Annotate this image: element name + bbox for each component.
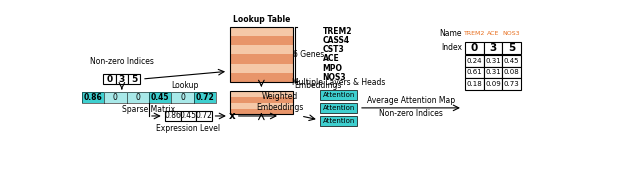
Text: 5: 5: [508, 43, 515, 53]
Bar: [320, 103, 358, 113]
Bar: [116, 74, 128, 84]
Text: 0: 0: [113, 93, 118, 102]
Text: 0.72: 0.72: [196, 112, 212, 120]
Text: 0.45: 0.45: [180, 112, 197, 120]
Bar: [230, 91, 293, 114]
Text: CASS4: CASS4: [323, 36, 349, 45]
Bar: [320, 90, 358, 100]
Text: Multiple Layers & Heads: Multiple Layers & Heads: [292, 78, 385, 87]
Bar: [104, 92, 127, 103]
Bar: [165, 111, 180, 121]
Bar: [230, 27, 293, 36]
Text: 6 Genes: 6 Genes: [293, 50, 324, 59]
Bar: [484, 67, 502, 78]
Bar: [194, 92, 216, 103]
Text: ACE: ACE: [487, 32, 499, 36]
Text: Name: Name: [440, 29, 462, 38]
Bar: [81, 92, 104, 103]
Bar: [230, 36, 293, 45]
Text: 0.73: 0.73: [504, 81, 520, 87]
Text: Index: Index: [441, 43, 462, 52]
Text: NOS3: NOS3: [503, 32, 520, 36]
Bar: [230, 27, 293, 82]
Bar: [465, 55, 484, 67]
Bar: [149, 92, 172, 103]
Text: Sparse Matrix: Sparse Matrix: [122, 105, 175, 114]
Bar: [230, 54, 293, 64]
Text: 0: 0: [180, 93, 185, 102]
Text: 0.31: 0.31: [485, 70, 501, 75]
Text: 5: 5: [131, 74, 138, 84]
Text: 0: 0: [135, 93, 140, 102]
Text: 0.45: 0.45: [151, 93, 170, 102]
Bar: [81, 92, 104, 103]
Bar: [194, 92, 216, 103]
Text: Weighted
Embeddings: Weighted Embeddings: [256, 92, 303, 112]
Bar: [230, 73, 293, 82]
Text: Attention: Attention: [323, 92, 355, 98]
Text: 0.31: 0.31: [485, 58, 501, 64]
Text: NOS3: NOS3: [323, 73, 346, 82]
Bar: [104, 92, 127, 103]
Bar: [149, 92, 172, 103]
Text: 0.61: 0.61: [467, 70, 483, 75]
Text: TREM2: TREM2: [323, 27, 352, 36]
Bar: [502, 78, 521, 90]
Text: 0.24: 0.24: [467, 58, 482, 64]
Bar: [230, 64, 293, 73]
Bar: [230, 103, 293, 109]
Text: 3: 3: [490, 43, 497, 53]
Text: 0.18: 0.18: [467, 81, 483, 87]
Bar: [465, 42, 484, 54]
Bar: [196, 111, 212, 121]
Text: Embeddings: Embeddings: [294, 82, 342, 90]
Bar: [484, 78, 502, 90]
Bar: [230, 91, 293, 97]
Text: 3: 3: [119, 74, 125, 84]
Bar: [484, 42, 502, 54]
Bar: [172, 92, 194, 103]
Bar: [127, 92, 149, 103]
Text: CST3: CST3: [323, 45, 344, 54]
Bar: [180, 111, 196, 121]
Bar: [502, 42, 521, 54]
Bar: [502, 67, 521, 78]
Text: 0.45: 0.45: [504, 58, 520, 64]
Bar: [103, 74, 116, 84]
Text: Attention: Attention: [323, 118, 355, 124]
Text: 0.08: 0.08: [504, 70, 520, 75]
Text: Non-zero Indices: Non-zero Indices: [90, 57, 154, 66]
Text: TREM2: TREM2: [464, 32, 485, 36]
Bar: [128, 74, 140, 84]
Text: x: x: [228, 111, 236, 121]
Bar: [484, 55, 502, 67]
Text: 0.09: 0.09: [485, 81, 501, 87]
Text: 0: 0: [471, 43, 478, 53]
Text: 0: 0: [106, 74, 113, 84]
Text: Lookup Table: Lookup Table: [233, 15, 290, 24]
Text: ACE: ACE: [323, 55, 339, 63]
Bar: [465, 67, 484, 78]
Text: 0.86: 0.86: [83, 93, 102, 102]
Bar: [465, 78, 484, 90]
Bar: [230, 109, 293, 114]
Text: Average Attention Map: Average Attention Map: [367, 96, 456, 105]
Text: Lookup: Lookup: [172, 81, 198, 89]
Bar: [320, 116, 358, 126]
Text: Expression Level: Expression Level: [156, 124, 221, 133]
Bar: [230, 45, 293, 54]
Bar: [502, 55, 521, 67]
Text: 0.72: 0.72: [196, 93, 214, 102]
Text: 0.86: 0.86: [164, 112, 181, 120]
Bar: [127, 92, 149, 103]
Text: MPO: MPO: [323, 64, 342, 73]
Text: Attention: Attention: [323, 105, 355, 111]
Text: Non-zero Indices: Non-zero Indices: [380, 109, 444, 118]
Bar: [172, 92, 194, 103]
Bar: [230, 97, 293, 103]
